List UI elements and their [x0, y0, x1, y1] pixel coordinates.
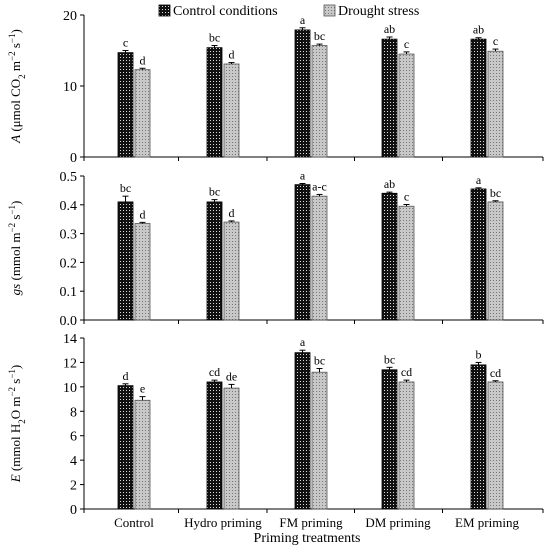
bar-drought-gs-3: [398, 205, 415, 321]
y-tick-label: 6: [70, 430, 77, 445]
legend: Control conditions Drought stress: [158, 4, 419, 19]
significance-letter: b: [476, 347, 482, 361]
bar-drought-gs-1: [223, 221, 240, 321]
bar-control-gs-1: [206, 201, 223, 321]
significance-letter: c: [123, 36, 128, 50]
y-tick-label: 0.1: [60, 285, 78, 300]
bar-drought-E-2: [311, 371, 328, 510]
significance-letter: d: [229, 206, 235, 220]
y-tick-label: 12: [63, 356, 77, 371]
y-tick-label: 0.4: [60, 199, 78, 214]
significance-letter: a: [300, 13, 306, 27]
significance-letter: bc: [384, 352, 395, 366]
y-tick-label: 0.3: [60, 228, 78, 243]
significance-letter: d: [140, 53, 146, 67]
bar-control-A-4: [470, 38, 487, 158]
significance-letter: ab: [473, 23, 484, 37]
y-tick-label: 2: [70, 479, 77, 494]
significance-letter: a-c: [312, 179, 327, 193]
bar-drought-A-4: [487, 50, 504, 158]
x-category-label: FM priming: [279, 515, 343, 530]
y-tick-label: 10: [63, 80, 77, 95]
significance-letter: bc: [120, 181, 131, 195]
significance-letter: cd: [490, 366, 501, 380]
y-tick-label: 0.2: [60, 256, 78, 271]
bar-control-E-0: [117, 385, 134, 510]
bar-drought-A-1: [223, 63, 240, 158]
significance-letter: d: [123, 369, 129, 383]
significance-letter: a: [300, 335, 306, 349]
y-tick-label: 14: [63, 332, 77, 347]
bar-drought-A-3: [398, 53, 415, 158]
bar-control-E-3: [381, 369, 398, 510]
significance-letter: d: [229, 48, 235, 62]
legend-swatch-control: [158, 4, 171, 17]
legend-label-drought: Drought stress: [338, 4, 419, 19]
y-tick-label: 0: [70, 151, 77, 166]
significance-letter: c: [404, 190, 409, 204]
bar-control-A-3: [381, 38, 398, 158]
significance-letter: bc: [209, 31, 220, 45]
bar-drought-E-1: [223, 387, 240, 510]
significance-letter: ab: [384, 177, 395, 191]
bar-drought-A-2: [311, 45, 328, 158]
legend-label-control: Control conditions: [173, 4, 278, 19]
bar-control-E-1: [206, 381, 223, 510]
significance-letter: d: [140, 207, 146, 221]
significance-letter: ab: [384, 22, 395, 36]
bar-drought-E-3: [398, 381, 415, 510]
significance-letter: c: [404, 37, 409, 51]
significance-letter: bc: [209, 185, 220, 199]
bar-control-gs-2: [294, 184, 311, 321]
x-axis-title: Priming treatments: [254, 531, 361, 546]
significance-letter: bc: [490, 186, 501, 200]
x-category-label: DM priming: [365, 515, 431, 530]
bar-drought-A-0: [134, 69, 151, 158]
y-tick-label: 4: [70, 454, 77, 469]
bar-control-gs-3: [381, 192, 398, 321]
bar-control-gs-0: [117, 201, 134, 321]
bar-control-A-1: [206, 47, 223, 158]
bar-drought-E-0: [134, 399, 151, 510]
y-tick-label: 0: [70, 503, 77, 518]
significance-letter: de: [226, 369, 237, 383]
bar-control-A-0: [117, 52, 134, 158]
x-category-label: Control: [114, 515, 154, 530]
x-category-label: EM priming: [455, 515, 519, 530]
bar-drought-gs-2: [311, 195, 328, 321]
significance-letter: a: [476, 173, 482, 187]
x-category-label: Hydro priming: [184, 515, 262, 530]
bar-control-A-2: [294, 29, 311, 158]
y-tick-label: 20: [63, 9, 77, 24]
bar-control-gs-4: [470, 188, 487, 321]
significance-letter: cd: [209, 365, 220, 379]
bar-drought-E-4: [487, 381, 504, 510]
bar-drought-gs-4: [487, 201, 504, 321]
significance-letter: bc: [314, 29, 325, 43]
y-axis-title-A: A (μmol CO2 m−2 s−1): [7, 29, 27, 144]
y-tick-label: 10: [63, 381, 77, 396]
y-tick-label: 0.0: [60, 314, 78, 329]
significance-letter: a: [300, 168, 306, 182]
significance-letter: cd: [401, 365, 412, 379]
y-axis-title-E: E (mmol H2O m−2 s−1): [7, 365, 27, 484]
bar-control-E-2: [294, 352, 311, 510]
y-tick-label: 8: [70, 405, 77, 420]
bar-drought-gs-0: [134, 223, 151, 321]
significance-letter: c: [493, 34, 498, 48]
legend-swatch-drought: [323, 4, 336, 17]
significance-letter: bc: [314, 354, 325, 368]
bar-control-E-4: [470, 364, 487, 510]
y-tick-label: 0.5: [60, 170, 78, 185]
y-axis-title-gs: gs (mmol m−2 s−1): [7, 201, 23, 296]
significance-letter: e: [140, 382, 145, 396]
